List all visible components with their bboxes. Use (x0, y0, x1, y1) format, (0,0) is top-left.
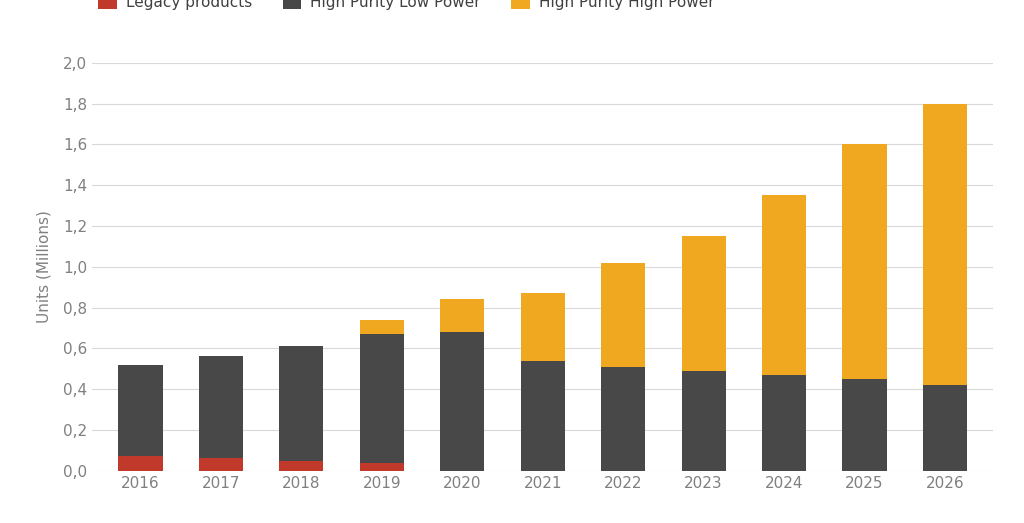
Bar (359, 334, 403, 462)
Bar (199, 357, 243, 459)
Bar (762, 196, 806, 375)
Bar (601, 263, 645, 367)
Bar (843, 144, 887, 379)
Bar (440, 332, 484, 471)
Bar (280, 346, 324, 461)
Bar (359, 320, 403, 334)
Bar (440, 299, 484, 332)
Bar (762, 375, 806, 471)
Bar (923, 385, 967, 471)
Bar (682, 371, 726, 471)
Y-axis label: Units (Millions): Units (Millions) (37, 210, 52, 323)
Bar (119, 365, 163, 457)
Bar (119, 457, 163, 471)
Bar (520, 360, 565, 471)
Bar (199, 459, 243, 471)
Bar (682, 236, 726, 371)
Bar (520, 293, 565, 360)
Bar (359, 462, 403, 471)
Bar (843, 379, 887, 471)
Bar (601, 367, 645, 471)
Legend: Legacy products, High Purity Low Power, High Purity High Power: Legacy products, High Purity Low Power, … (92, 0, 721, 17)
Bar (923, 104, 967, 385)
Bar (280, 461, 324, 471)
